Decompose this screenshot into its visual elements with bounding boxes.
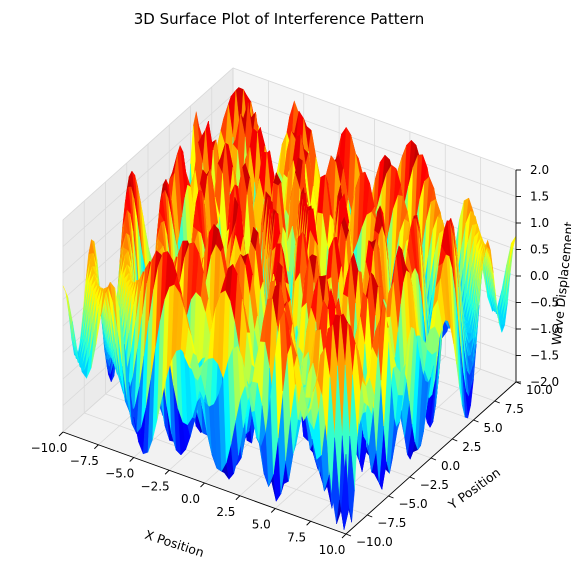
x-tick-label: −2.5 [141,479,170,493]
y-tick-label: 2.5 [462,440,481,454]
grid-line-z [62,94,234,247]
y-tick [473,419,479,423]
z-tick-label: −0.5 [530,296,559,310]
z-tick-label: −2.0 [530,375,559,389]
x-tick-label: 5.0 [252,518,271,532]
x-tick [200,482,205,488]
x-tick-label: −10.0 [31,441,68,455]
x-tick [164,469,170,475]
chart-title: 3D Surface Plot of Interference Pattern [134,10,425,28]
x-tick-label: −7.5 [70,454,99,468]
x-tick [94,444,99,450]
x-axis-label: X Position [143,527,206,560]
grid-line-z [232,94,517,197]
x-tick [341,533,347,539]
grid-line-z [62,67,234,221]
x-tick-label: 10.0 [319,543,346,557]
z-tick-label: 0.5 [530,243,549,257]
x-tick-label: −5.0 [105,467,134,481]
y-tick [452,438,458,442]
x-tick [306,520,311,526]
axes: −10.0 −10.0 −2.0 −7.5 −7.5 −1.5 −5.0 −5.0 −1.0 −2… [31,163,560,557]
y-tick [430,457,437,461]
z-axis-label: Wave Displacement [549,221,571,346]
grid-line-z [232,67,517,171]
x-tick [129,457,135,462]
y-tick-label: −2.5 [420,478,449,492]
x-tick-label: 2.5 [216,505,235,519]
z-tick-label: −1.5 [530,349,559,363]
y-tick-label: −10.0 [356,535,393,549]
x-tick-label: 0.0 [181,492,200,506]
y-tick [345,533,352,537]
y-tick [367,514,373,518]
y-tick [494,400,500,404]
x-tick [235,495,241,501]
z-tick-label: 1.0 [530,216,549,230]
y-tick-label: −7.5 [377,516,406,530]
y-tick [515,381,522,385]
y-tick-label: 7.5 [505,402,524,416]
z-tick-label: 0.0 [530,269,549,283]
z-tick-label: 2.0 [530,163,549,177]
x-tick [58,431,64,437]
surface-plot [62,86,517,530]
surface-cell [341,454,350,530]
y-tick-label: 5.0 [484,421,503,435]
x-tick-label: 7.5 [287,530,306,544]
z-tick-label: 1.5 [530,190,549,204]
y-tick [409,476,415,480]
x-tick [270,508,276,513]
y-tick-label: 10.0 [526,383,553,397]
y-tick [388,495,394,499]
y-tick-label: 0.0 [441,459,460,473]
y-tick-label: −5.0 [399,497,428,511]
z-tick-label: −1.0 [530,322,559,336]
